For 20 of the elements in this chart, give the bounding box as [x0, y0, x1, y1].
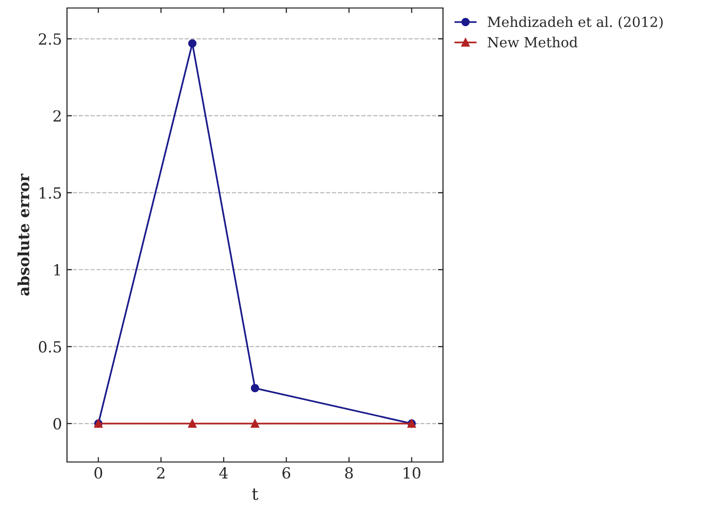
- y-axis-title: absolute error: [18, 174, 30, 296]
- point: [188, 419, 196, 428]
- x-tick-label: 4: [219, 467, 228, 478]
- x-axis-title: t: [252, 488, 258, 500]
- y-tick-label: 1.5: [40, 187, 61, 199]
- x-tick-label: 2: [157, 467, 164, 478]
- x-tick-label: 10: [404, 467, 420, 479]
- legend-label: New Method: [488, 36, 578, 48]
- x-tick-label: 8: [345, 467, 353, 479]
- point: [250, 384, 260, 392]
- point: [250, 419, 260, 428]
- point: [188, 39, 196, 48]
- legend-label: Mehdizadeh et al. (2012): [488, 16, 663, 30]
- x-tick-label: 0: [94, 467, 102, 479]
- y-tick-label: 0.5: [38, 341, 61, 353]
- y-tick-label: 1: [54, 264, 60, 276]
- x-tick-label: 6: [282, 467, 290, 479]
- y-tick-label: 2.5: [38, 33, 61, 45]
- y-tick-label: 0: [53, 418, 62, 430]
- y-tick-label: 2: [53, 110, 61, 122]
